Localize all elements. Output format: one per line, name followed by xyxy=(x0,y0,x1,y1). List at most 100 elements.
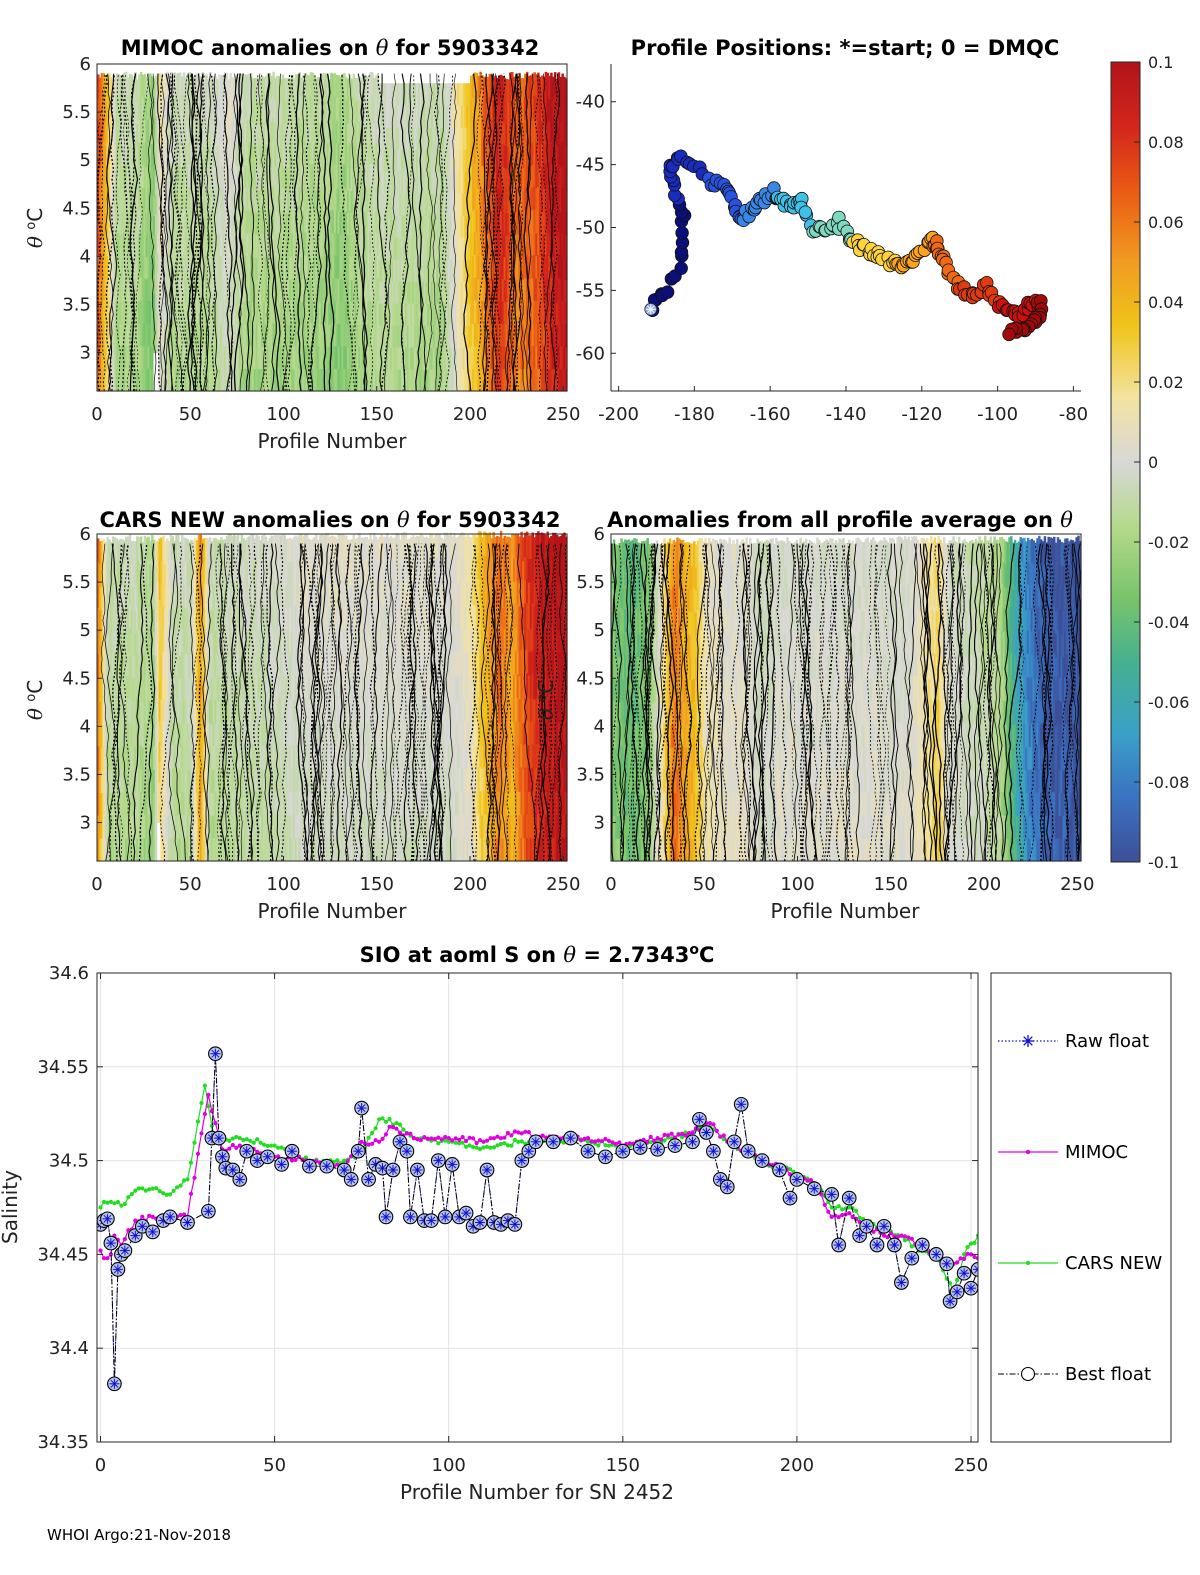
heatmap-cell xyxy=(104,256,107,280)
heatmap-cell xyxy=(367,143,370,167)
heatmap-cell xyxy=(346,234,350,258)
heatmap-cell xyxy=(233,744,236,769)
heatmap-cell xyxy=(358,143,361,167)
heatmap-cell xyxy=(326,323,329,347)
heatmap-cell xyxy=(235,188,238,212)
heatmap-cell xyxy=(518,300,521,324)
heatmap-cell xyxy=(175,164,178,188)
positions-scatter xyxy=(610,64,1081,392)
heatmap-cell xyxy=(365,99,369,123)
heatmap-cell xyxy=(115,607,119,632)
heatmap-cell xyxy=(190,723,193,747)
heatmap-cell xyxy=(552,346,555,370)
heatmap-cell xyxy=(406,303,410,326)
heatmap-cell xyxy=(546,231,549,256)
heatmap-cell xyxy=(192,586,195,610)
heatmap-cell xyxy=(229,164,232,188)
heatmap-cell xyxy=(124,71,128,96)
heatmap-cell xyxy=(313,189,316,213)
heatmap-cell xyxy=(283,167,286,191)
heatmap-cell xyxy=(503,144,507,168)
heatmap-cell xyxy=(276,143,279,167)
heatmap-cell xyxy=(410,237,413,260)
heatmap-cell xyxy=(207,257,210,281)
heatmap-cell xyxy=(98,541,102,565)
heatmap-cell xyxy=(141,300,145,324)
heatmap-cell xyxy=(195,300,199,324)
heatmap-cell xyxy=(328,301,331,325)
contour xyxy=(443,73,454,392)
heatmap-cell xyxy=(484,99,488,123)
heatmap-cell xyxy=(550,186,553,210)
heatmap-cell xyxy=(236,791,240,815)
heatmap-cell xyxy=(309,94,313,119)
heatmap-cell xyxy=(363,211,367,235)
heatmap-cell xyxy=(294,345,298,369)
heatmap-cell xyxy=(132,655,135,679)
heatmap-cell xyxy=(270,255,273,280)
heatmap-cell xyxy=(214,722,217,747)
heatmap-cell xyxy=(197,345,201,369)
heatmap-cell xyxy=(145,768,148,793)
heatmap-cell xyxy=(324,186,328,211)
heatmap-cell xyxy=(186,631,189,655)
heatmap-cell xyxy=(253,301,257,325)
heatmap-cell xyxy=(177,95,180,119)
heatmap-cell xyxy=(205,699,208,724)
heatmap-cell xyxy=(115,676,119,701)
heatmap-cell xyxy=(307,300,311,325)
heatmap-cell xyxy=(173,209,176,233)
heatmap-cell xyxy=(221,233,225,257)
heatmap-cell xyxy=(309,322,313,347)
heatmap-cell xyxy=(522,301,525,325)
heatmap-cell xyxy=(205,722,208,747)
heatmap-cell xyxy=(389,193,393,216)
heatmap-cell xyxy=(130,838,134,862)
heatmap-cell xyxy=(152,293,156,314)
heatmap-cell xyxy=(272,117,275,141)
heatmap-cell xyxy=(216,279,219,303)
heatmap-cell xyxy=(182,722,186,746)
heatmap-cell xyxy=(473,277,477,301)
heatmap-cell xyxy=(121,323,124,347)
heatmap-cell xyxy=(421,149,424,172)
heatmap-cell xyxy=(479,140,482,164)
heatmap-cell xyxy=(337,120,341,144)
heatmap-cell xyxy=(173,368,176,392)
heatmap-cell xyxy=(123,838,126,862)
heatmap-cell xyxy=(559,144,563,168)
heatmap-cell xyxy=(304,186,307,210)
heatmap-cell xyxy=(156,601,160,623)
heatmap-cell xyxy=(158,660,162,682)
heatmap-cell xyxy=(182,277,186,301)
heatmap-cell xyxy=(136,257,139,281)
heatmap-cell xyxy=(106,606,109,631)
heatmap-cell xyxy=(152,539,156,564)
heatmap-cell xyxy=(160,583,163,608)
heatmap-cell xyxy=(166,814,169,839)
heatmap-cell xyxy=(115,73,119,97)
heatmap-cell xyxy=(227,650,231,675)
heatmap-cell xyxy=(371,186,374,210)
heatmap-cell xyxy=(134,277,137,301)
heatmap-cell xyxy=(236,814,240,839)
heatmap-cell xyxy=(287,256,290,280)
heatmap-cell xyxy=(216,838,219,862)
y-tick-label: 5.5 xyxy=(62,102,91,123)
heatmap-cell xyxy=(166,368,169,392)
contour xyxy=(534,73,549,392)
heatmap-cell xyxy=(162,628,165,653)
heatmap-cell xyxy=(205,74,208,98)
heatmap-cell xyxy=(182,629,186,654)
heatmap-cell xyxy=(229,581,232,606)
heatmap-cell xyxy=(354,279,357,303)
heatmap-cell xyxy=(561,277,564,301)
heatmap-cell xyxy=(126,745,130,769)
heatmap-cell xyxy=(201,792,204,816)
heatmap-cell xyxy=(311,209,314,233)
heatmap-cell xyxy=(531,277,535,301)
heatmap-cell xyxy=(529,142,533,167)
heatmap-cell xyxy=(425,193,428,216)
heatmap-cell xyxy=(257,368,260,392)
heatmap-cell xyxy=(414,83,417,106)
